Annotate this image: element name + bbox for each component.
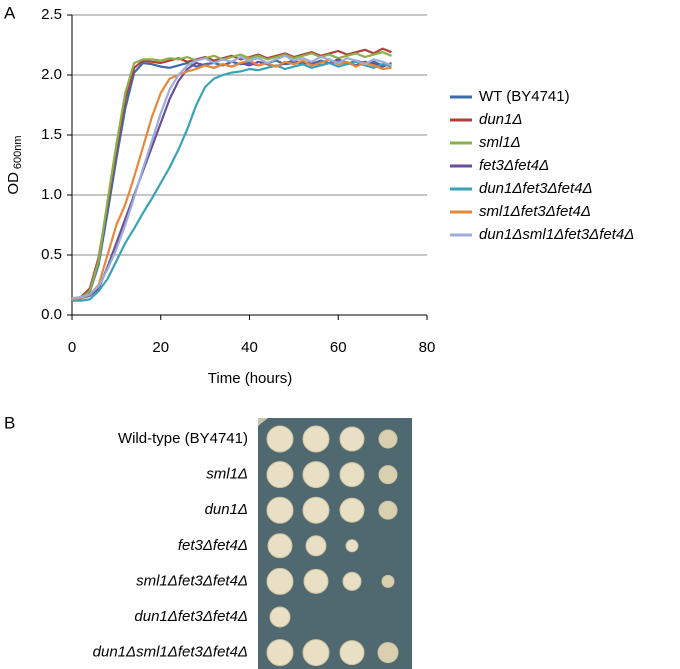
colony-spot xyxy=(267,533,293,559)
colony-spot xyxy=(345,539,359,553)
x-tick-label: 20 xyxy=(152,339,169,356)
y-tick-label: 2.5 xyxy=(41,6,62,23)
colony-spot xyxy=(269,606,291,628)
colony-spot xyxy=(266,567,294,595)
colony-spot xyxy=(339,462,365,488)
legend-label: fet3Δfet4Δ xyxy=(479,157,549,174)
colony-spot xyxy=(378,500,398,520)
y-tick-label: 2.0 xyxy=(41,66,62,83)
legend-label: WT (BY4741) xyxy=(479,88,570,105)
strain-label: dun1Δ xyxy=(205,501,248,518)
y-axis-label-main: OD xyxy=(5,172,22,195)
colony-spot xyxy=(266,639,294,667)
colony-spot xyxy=(378,465,398,485)
series-line xyxy=(71,47,392,301)
legend-label: dun1Δfet3Δfet4Δ xyxy=(479,180,593,197)
colony-spot xyxy=(378,429,398,449)
panel-label: A xyxy=(4,3,16,22)
colony-spot xyxy=(339,497,365,523)
series-line xyxy=(72,60,392,302)
strain-label: fet3Δfet4Δ xyxy=(178,537,248,554)
legend-label: sml1Δfet3Δfet4Δ xyxy=(479,203,591,220)
y-tick-label: 1.0 xyxy=(41,186,62,203)
colony-spot xyxy=(302,461,330,489)
legend-label: dun1Δsml1Δfet3Δfet4Δ xyxy=(479,226,634,243)
colony-spot xyxy=(377,642,399,664)
colony-spot xyxy=(303,568,329,594)
colony-spot xyxy=(381,574,395,588)
colony-spot xyxy=(266,425,294,453)
y-tick-label: 0.0 xyxy=(41,306,62,323)
strain-label: dun1Δsml1Δfet3Δfet4Δ xyxy=(93,644,248,661)
x-tick-label: 80 xyxy=(419,339,436,356)
strain-label: sml1Δfet3Δfet4Δ xyxy=(136,572,248,589)
colony-spot xyxy=(305,535,327,557)
plate-edge xyxy=(258,418,268,426)
colony-spot xyxy=(266,496,294,524)
y-axis-label-sub: 600nm xyxy=(12,135,24,169)
y-tick-label: 0.5 xyxy=(41,246,62,263)
series-line xyxy=(71,59,392,301)
y-axis-label: OD 600nm xyxy=(5,135,24,194)
x-tick-label: 0 xyxy=(68,339,76,356)
colony-spot xyxy=(342,571,362,591)
legend-label: sml1Δ xyxy=(479,134,521,151)
y-tick-label: 1.5 xyxy=(41,126,62,143)
series-line xyxy=(71,51,392,302)
x-tick-label: 60 xyxy=(330,339,347,356)
x-axis-label: Time (hours) xyxy=(208,370,292,387)
legend-label: dun1Δ xyxy=(479,111,522,128)
strain-label: Wild-type (BY4741) xyxy=(118,430,248,447)
series-line xyxy=(71,58,392,301)
strain-label: dun1Δfet3Δfet4Δ xyxy=(134,608,248,625)
colony-spot xyxy=(339,426,365,452)
strain-label: sml1Δ xyxy=(206,466,248,483)
x-tick-label: 40 xyxy=(241,339,258,356)
colony-spot xyxy=(302,425,330,453)
series-line xyxy=(71,58,392,301)
series-line xyxy=(71,54,392,300)
colony-spot xyxy=(339,640,365,666)
colony-spot xyxy=(302,639,330,667)
colony-spot xyxy=(302,496,330,524)
panel-label: B xyxy=(4,413,15,432)
colony-spot xyxy=(266,461,294,489)
